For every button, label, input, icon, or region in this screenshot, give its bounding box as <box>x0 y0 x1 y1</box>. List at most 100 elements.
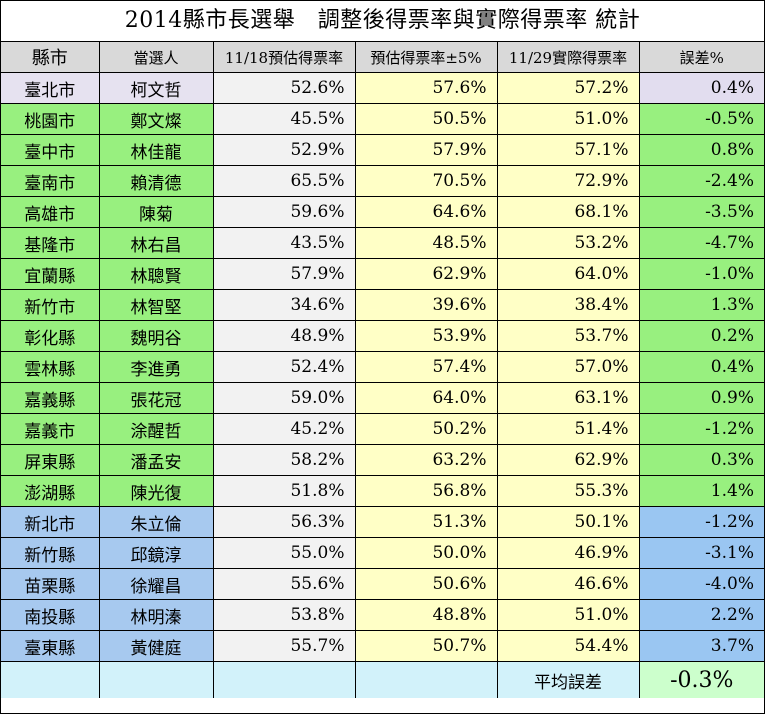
winner-cell: 黃健庭 <box>98 630 214 662</box>
predicted-rate-cell: 45.5% <box>212 103 356 135</box>
actual-rate-cell: 62.9% <box>496 444 640 476</box>
error-cell: -1.2% <box>638 506 764 538</box>
error-cell: 0.2% <box>638 320 764 352</box>
city-cell: 嘉義市 <box>1 413 100 445</box>
city-cell: 桃園市 <box>1 103 100 135</box>
adjusted-rate-cell: 53.9% <box>354 320 498 352</box>
actual-rate-cell: 55.3% <box>496 475 640 507</box>
adjusted-rate-cell: 62.9% <box>354 258 498 290</box>
actual-rate-cell: 51.0% <box>496 599 640 631</box>
winner-cell: 賴清德 <box>98 165 214 197</box>
table-row: 臺南市 賴清德 65.5% 70.5% 72.9% -2.4% <box>1 165 764 197</box>
predicted-rate-cell: 65.5% <box>212 165 356 197</box>
error-cell: 2.2% <box>638 599 764 631</box>
table-row: 嘉義市 涂醒哲 45.2% 50.2% 51.4% -1.2% <box>1 413 764 445</box>
winner-cell: 鄭文燦 <box>98 103 214 135</box>
table-row: 臺北市 柯文哲 52.6% 57.6% 57.2% 0.4% <box>1 72 764 104</box>
header-row: 縣市 當選人 11/18預估得票率 預估得票率±5% 11/29實際得票率 誤差… <box>1 42 764 73</box>
adjusted-rate-cell: 51.3% <box>354 506 498 538</box>
winner-cell: 潘孟安 <box>98 444 214 476</box>
adjusted-rate-cell: 57.6% <box>354 72 498 104</box>
city-cell: 臺南市 <box>1 165 100 197</box>
adjusted-rate-cell: 50.7% <box>354 630 498 662</box>
winner-cell: 柯文哲 <box>98 72 214 104</box>
winner-cell: 林佳龍 <box>98 134 214 166</box>
adjusted-rate-cell: 50.5% <box>354 103 498 135</box>
adjusted-rate-cell: 57.4% <box>354 351 498 383</box>
adjusted-rate-cell: 48.8% <box>354 599 498 631</box>
adjusted-rate-cell: 70.5% <box>354 165 498 197</box>
winner-cell: 林右昌 <box>98 227 214 259</box>
winner-cell: 陳菊 <box>98 196 214 228</box>
adjusted-rate-cell: 57.9% <box>354 134 498 166</box>
error-cell: -4.0% <box>638 568 764 600</box>
predicted-rate-cell: 48.9% <box>212 320 356 352</box>
adjusted-rate-cell: 50.0% <box>354 537 498 569</box>
table-title: 2014縣市長選舉 調整後得票率與實際得票率 統計 <box>1 1 764 42</box>
winner-cell: 張花冠 <box>98 382 214 414</box>
adjusted-rate-cell: 48.5% <box>354 227 498 259</box>
winner-cell: 林明溱 <box>98 599 214 631</box>
actual-rate-cell: 50.1% <box>496 506 640 538</box>
predicted-rate-cell: 51.8% <box>212 475 356 507</box>
predicted-rate-cell: 52.4% <box>212 351 356 383</box>
error-cell: 0.4% <box>638 351 764 383</box>
actual-rate-cell: 64.0% <box>496 258 640 290</box>
average-row: 平均誤差 -0.3% <box>1 661 764 698</box>
predicted-rate-cell: 55.7% <box>212 630 356 662</box>
table-row: 臺中市 林佳龍 52.9% 57.9% 57.1% 0.8% <box>1 134 764 166</box>
table-row: 新竹縣 邱鏡淳 55.0% 50.0% 46.9% -3.1% <box>1 537 764 569</box>
error-cell: -1.0% <box>638 258 764 290</box>
winner-cell: 徐耀昌 <box>98 568 214 600</box>
predicted-rate-cell: 56.3% <box>212 506 356 538</box>
table-row: 嘉義縣 張花冠 59.0% 64.0% 63.1% 0.9% <box>1 382 764 414</box>
header-adjusted: 預估得票率±5% <box>354 42 498 73</box>
table-row: 苗栗縣 徐耀昌 55.6% 50.6% 46.6% -4.0% <box>1 568 764 600</box>
adjusted-rate-cell: 50.6% <box>354 568 498 600</box>
winner-cell: 邱鏡淳 <box>98 537 214 569</box>
city-cell: 南投縣 <box>1 599 100 631</box>
predicted-rate-cell: 59.6% <box>212 196 356 228</box>
actual-rate-cell: 46.9% <box>496 537 640 569</box>
predicted-rate-cell: 45.2% <box>212 413 356 445</box>
header-error: 誤差% <box>638 42 764 73</box>
predicted-rate-cell: 55.0% <box>212 537 356 569</box>
predicted-rate-cell: 34.6% <box>212 289 356 321</box>
table-row: 基隆市 林右昌 43.5% 48.5% 53.2% -4.7% <box>1 227 764 259</box>
city-cell: 臺中市 <box>1 134 100 166</box>
error-cell: -3.5% <box>638 196 764 228</box>
header-winner: 當選人 <box>98 42 214 73</box>
actual-rate-cell: 57.1% <box>496 134 640 166</box>
error-cell: -2.4% <box>638 165 764 197</box>
error-cell: 0.3% <box>638 444 764 476</box>
table-row: 澎湖縣 陳光復 51.8% 56.8% 55.3% 1.4% <box>1 475 764 507</box>
city-cell: 澎湖縣 <box>1 475 100 507</box>
actual-rate-cell: 53.7% <box>496 320 640 352</box>
city-cell: 高雄市 <box>1 196 100 228</box>
actual-rate-cell: 51.0% <box>496 103 640 135</box>
adjusted-rate-cell: 64.6% <box>354 196 498 228</box>
table-row: 宜蘭縣 林聰賢 57.9% 62.9% 64.0% -1.0% <box>1 258 764 290</box>
city-cell: 新竹縣 <box>1 537 100 569</box>
average-error-label: 平均誤差 <box>496 661 640 698</box>
actual-rate-cell: 38.4% <box>496 289 640 321</box>
empty-cell <box>212 661 356 698</box>
winner-cell: 林聰賢 <box>98 258 214 290</box>
table-row: 屏東縣 潘孟安 58.2% 63.2% 62.9% 0.3% <box>1 444 764 476</box>
error-cell: -4.7% <box>638 227 764 259</box>
city-cell: 苗栗縣 <box>1 568 100 600</box>
table-row: 南投縣 林明溱 53.8% 48.8% 51.0% 2.2% <box>1 599 764 631</box>
actual-rate-cell: 54.4% <box>496 630 640 662</box>
actual-rate-cell: 51.4% <box>496 413 640 445</box>
winner-cell: 陳光復 <box>98 475 214 507</box>
winner-cell: 朱立倫 <box>98 506 214 538</box>
city-cell: 雲林縣 <box>1 351 100 383</box>
winner-cell: 李進勇 <box>98 351 214 383</box>
table-row: 彰化縣 魏明谷 48.9% 53.9% 53.7% 0.2% <box>1 320 764 352</box>
actual-rate-cell: 57.2% <box>496 72 640 104</box>
predicted-rate-cell: 43.5% <box>212 227 356 259</box>
header-predicted: 11/18預估得票率 <box>212 42 356 73</box>
city-cell: 嘉義縣 <box>1 382 100 414</box>
winner-cell: 魏明谷 <box>98 320 214 352</box>
error-cell: 0.4% <box>638 72 764 104</box>
